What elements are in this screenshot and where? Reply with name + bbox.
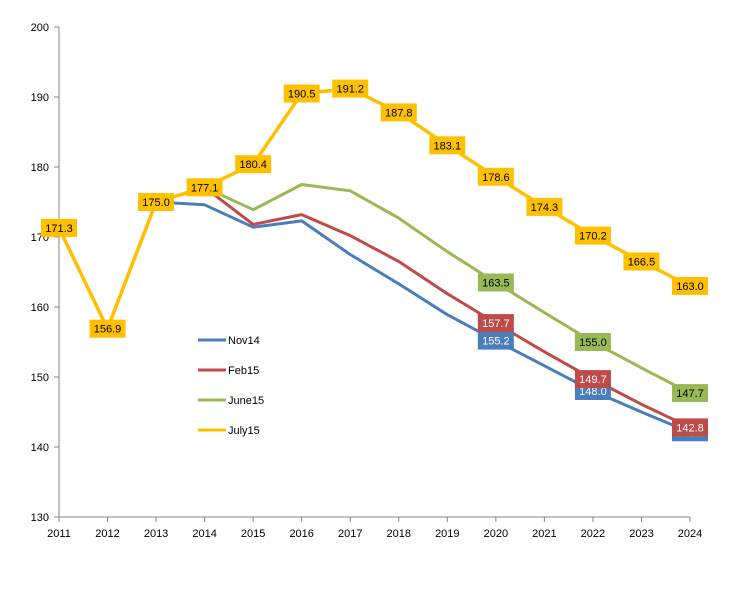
- data-label-text: 180.4: [239, 159, 267, 171]
- data-label-text: 191.2: [336, 84, 364, 96]
- legend-label: July15: [228, 425, 260, 437]
- data-label-box: [477, 167, 514, 186]
- data-label-text: 155.2: [482, 336, 510, 348]
- data-label-text: 190.5: [288, 89, 316, 101]
- legend-label: Nov14: [228, 335, 260, 347]
- data-label-feb15: 149.7: [574, 370, 611, 389]
- data-label-text: 142.8: [676, 422, 704, 434]
- y-tick-label: 180: [31, 162, 49, 174]
- data-label-text: 170.2: [579, 231, 607, 243]
- y-tick-label: 160: [31, 302, 49, 314]
- data-label-july15: 178.6: [477, 167, 514, 186]
- data-label-july15: 175.0: [138, 193, 175, 211]
- data-label-box: [526, 197, 563, 216]
- data-label-text: 157.7: [482, 318, 510, 330]
- data-label-text: 163.5: [482, 278, 510, 290]
- legend-label: Feb15: [228, 365, 259, 377]
- data-label-text: 155.0: [579, 337, 607, 349]
- data-label-july15: 156.9: [89, 319, 126, 338]
- data-label-box: [477, 273, 514, 292]
- data-label-box: [380, 103, 417, 122]
- x-tick-label: 2019: [435, 528, 459, 540]
- data-label-box: [429, 136, 466, 155]
- legend-label: June15: [228, 395, 264, 407]
- legend: Nov14 Feb15 June15 July15: [198, 335, 264, 437]
- data-label-box: [623, 252, 660, 271]
- data-label-box: [283, 84, 320, 103]
- series-line-june15: [57, 183, 692, 395]
- data-label-text: 156.9: [94, 324, 122, 336]
- data-label-nov14: 155.2: [477, 331, 514, 350]
- x-tick-label: 2021: [532, 528, 556, 540]
- legend-entry-nov14: Nov14: [198, 335, 260, 347]
- data-label-july15: 171.3: [41, 218, 77, 237]
- legend-entry-feb15: Feb15: [198, 365, 259, 377]
- x-tick-label: 2022: [581, 528, 605, 540]
- data-label-july15: 191.2: [332, 79, 369, 98]
- data-label-text: 147.7: [676, 388, 704, 400]
- data-label-text: 183.1: [434, 140, 462, 152]
- data-label-july15: 170.2: [574, 226, 611, 245]
- data-label-july15: 166.5: [623, 252, 660, 271]
- data-label-july15: 190.5: [283, 84, 320, 103]
- data-label-box: [477, 314, 514, 333]
- data-label-box: [672, 418, 708, 437]
- data-label-july15: 174.3: [526, 197, 563, 216]
- x-tick-label: 2015: [241, 528, 265, 540]
- y-tick-label: 200: [31, 22, 49, 34]
- data-label-text: 149.7: [579, 374, 607, 386]
- data-label-text: 148.0: [579, 386, 607, 398]
- x-tick-label: 2018: [387, 528, 411, 540]
- data-label-text: 178.6: [482, 172, 510, 184]
- data-label-june15: 147.7: [672, 384, 708, 403]
- data-label-july15: 180.4: [235, 155, 272, 174]
- data-label-june15: 163.5: [477, 273, 514, 292]
- data-label-box: [89, 319, 126, 338]
- x-tick-label: 2020: [484, 528, 508, 540]
- x-tick-label: 2024: [678, 528, 702, 540]
- data-label-text: 174.3: [531, 202, 559, 214]
- y-tick-label: 190: [31, 92, 49, 104]
- x-tick-label: 2013: [144, 528, 168, 540]
- data-label-box: [574, 333, 611, 351]
- x-tick-label: 2016: [289, 528, 313, 540]
- data-label-box: [477, 331, 514, 350]
- x-tick-label: 2011: [47, 528, 71, 540]
- data-label-july15: 183.1: [429, 136, 466, 155]
- data-label-feb15: 142.8: [672, 418, 708, 437]
- data-label-text: 166.5: [628, 257, 656, 269]
- data-label-feb15: 157.7: [477, 314, 514, 333]
- data-label-text: 171.3: [45, 223, 73, 235]
- data-label-july15: 177.1: [186, 178, 223, 197]
- x-tick-label: 2014: [192, 528, 216, 540]
- x-tick-label: 2023: [629, 528, 653, 540]
- data-label-july15: 187.8: [380, 103, 417, 122]
- data-label-text: 163.0: [676, 281, 704, 293]
- y-tick-label: 150: [31, 372, 49, 384]
- data-label-box: [574, 226, 611, 245]
- data-label-june15: 155.0: [574, 333, 611, 351]
- data-label-box: [672, 384, 708, 403]
- x-tick-label: 2012: [95, 528, 119, 540]
- legend-entry-june15: June15: [198, 395, 264, 407]
- y-tick-label: 140: [31, 442, 49, 454]
- data-label-text: 175.0: [142, 197, 170, 209]
- data-label-box: [235, 155, 272, 174]
- data-label-text: 177.1: [191, 182, 219, 194]
- x-tick-label: 2017: [338, 528, 362, 540]
- data-labels: 155.2148.0142.1157.7149.7142.8163.5155.0…: [41, 79, 708, 442]
- data-label-box: [672, 277, 708, 295]
- data-label-text: 187.8: [385, 107, 413, 119]
- data-label-box: [41, 218, 77, 237]
- y-tick-label: 130: [31, 512, 49, 524]
- data-label-box: [138, 193, 175, 211]
- data-label-box: [332, 79, 369, 98]
- data-label-july15: 163.0: [672, 277, 708, 295]
- data-label-box: [574, 370, 611, 389]
- legend-entry-july15: July15: [198, 425, 260, 437]
- data-label-box: [186, 178, 223, 197]
